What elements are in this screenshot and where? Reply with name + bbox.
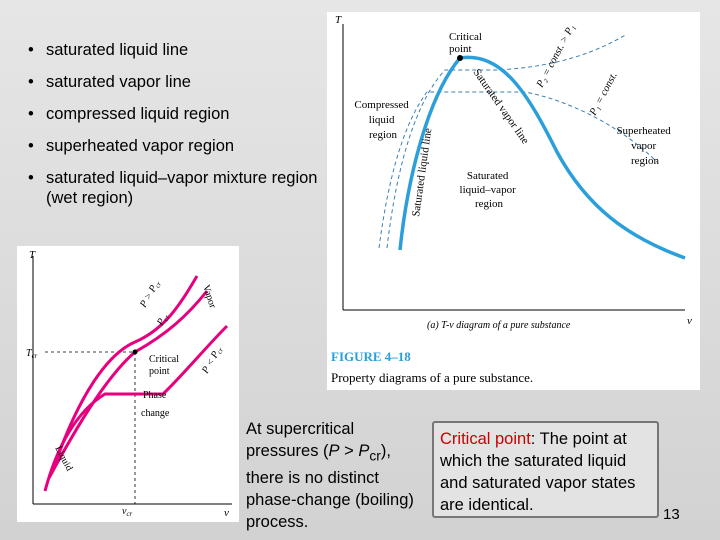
saturation-dome [398, 55, 686, 260]
isobar-p2 [386, 33, 628, 249]
vcr-label: vcr [122, 506, 133, 518]
isobar-critical [47, 290, 209, 479]
callout-definition: : The point at which the saturated liqui… [440, 430, 636, 514]
isobar-above-critical [53, 275, 199, 465]
bullet-item: • compressed liquid region [28, 104, 328, 124]
tv-diagram-figure: T v Critical point Compressed liquid reg… [327, 12, 700, 390]
svg-text:P₂ = const. > P₁: P₂ = const. > P₁ [534, 23, 577, 90]
sc-critical-point-label: Critical point [149, 354, 182, 377]
bullet-item: • superheated vapor region [28, 136, 328, 156]
sat-liquid-line-label: Saturated liquid line [410, 127, 434, 217]
p2-label: P₂ = const. > P₁ [534, 23, 577, 90]
supercritical-diagram: T v Tcr vcr P > Pcr Pcr Vapor P < Pcr Cr… [17, 246, 239, 522]
supercritical-caption: At supercritical pressures (P > Pcr), th… [246, 420, 414, 532]
tv-axis-y: T [335, 14, 342, 26]
bullet-list: • saturated liquid line • saturated vapor … [28, 40, 328, 220]
p-gt-pcr-label: P > Pcr [138, 278, 164, 311]
bullet-text: saturated vapor line [46, 73, 191, 91]
pcr-label: Pcr [155, 311, 172, 328]
svg-text:P > Pcr: P > Pcr [138, 278, 164, 311]
critical-point-dot [457, 55, 463, 61]
phase-label: Phase [143, 390, 167, 401]
isobar-below-critical [43, 324, 229, 492]
callout-term: Critical point [440, 430, 531, 448]
bullet-text: saturated liquid line [46, 41, 189, 59]
bullet-dot: • [28, 169, 34, 187]
sc-axis-y: T [29, 249, 36, 261]
page-number: 13 [663, 506, 680, 523]
bullet-text: superheated vapor region [46, 137, 235, 155]
svg-text:P₁ = const.: P₁ = const. [587, 71, 619, 119]
svg-text:Saturated liquid line: Saturated liquid line [410, 127, 434, 217]
supercritical-svg: T v Tcr vcr P > Pcr Pcr Vapor P < Pcr Cr… [26, 249, 232, 519]
tv-subcaption: (a) T-v diagram of a pure substance [427, 320, 571, 331]
bullet-dot: • [28, 41, 34, 59]
superheated-region-label: Superheated vapor region [616, 125, 673, 167]
isobar-p1 [378, 91, 658, 249]
sc-critical-point-dot [132, 349, 138, 355]
compressed-region-label: Compressed liquid region [354, 99, 411, 141]
tcr-label: Tcr [26, 348, 38, 360]
bullet-item: • saturated liquid–vapor mixture region (… [28, 168, 328, 208]
tv-diagram-svg: T v Critical point Compressed liquid reg… [331, 14, 692, 385]
svg-text:Pcr: Pcr [155, 311, 172, 328]
bullet-dot: • [28, 137, 34, 155]
sc-axis-x: v [224, 507, 229, 519]
tv-axis-x: v [687, 315, 692, 327]
change-label: change [141, 408, 170, 419]
tv-critical-point-label: Critical point [449, 31, 485, 55]
bullet-item: • saturated vapor line [28, 72, 328, 92]
bullet-text: compressed liquid region [46, 105, 230, 123]
sat-vapor-line-label: Saturated vapor line [471, 67, 532, 147]
mixture-region-label: Saturated liquid–vapor region [460, 170, 519, 210]
svg-text:Saturated vapor line: Saturated vapor line [471, 67, 532, 147]
bullet-dot: • [28, 105, 34, 123]
bullet-text: saturated liquid–vapor mixture region (w… [46, 169, 318, 207]
critical-point-callout: Critical point: The point at which the s… [432, 421, 659, 518]
figure-title: Property diagrams of a pure substance. [331, 370, 533, 385]
bullet-dot: • [28, 73, 34, 91]
bullet-item: • saturated liquid line [28, 40, 328, 60]
p1-label: P₁ = const. [587, 71, 619, 119]
figure-number: FIGURE 4–18 [331, 349, 411, 364]
